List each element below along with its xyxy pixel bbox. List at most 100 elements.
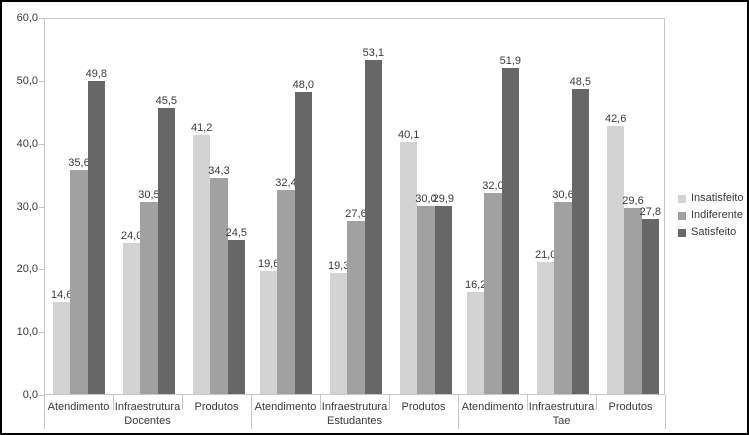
data-label: 21,0 [534,249,557,262]
bar-indiferente-docentes-produtos [210,178,228,394]
category-separator [113,395,114,410]
x-category-label: Produtos [608,401,653,413]
x-category-label: Produtos [401,401,446,413]
data-label: 29,6 [622,195,644,207]
bar-satisfeito-docentes-atendimento [87,81,105,394]
y-tick-mark [39,18,44,19]
legend-swatch-icon [678,211,686,220]
bar-indiferente-tae-atendimento [484,192,502,394]
x-category-label: Infraestrutura [114,401,181,413]
y-tick-label: 10,0 [16,326,38,339]
legend-swatch-icon [678,194,686,203]
y-tick-label: 0,0 [22,389,38,401]
bar-satisfeito-tae-produtos [641,219,659,394]
y-tick-label: 20,0 [16,263,38,276]
x-group-label: Docentes [124,415,171,427]
bar-satisfeito-estudantes-produtos [434,206,452,394]
legend-item: Indiferente [678,209,744,222]
bar-insatisfeito-docentes-produtos [193,135,211,394]
y-tick-label: 50,0 [16,74,38,87]
data-label: 24,0 [120,230,143,243]
data-label: 32,4 [275,177,297,190]
group-separator [458,395,459,429]
data-label: 24,5 [225,227,248,240]
y-tick-label: 60,0 [16,12,38,24]
data-label: 19,3 [327,259,350,272]
x-category-label: Atendimento [47,401,110,413]
bar-satisfeito-docentes-produtos [227,240,245,394]
x-category-label: Atendimento [254,401,317,413]
y-tick-label: 30,0 [16,200,38,213]
data-label: 48,0 [292,79,315,92]
x-category-label: Atendimento [461,401,524,413]
y-tick-mark [39,395,44,396]
group-separator [44,395,45,429]
data-label: 34,3 [208,165,230,178]
category-separator [182,395,183,410]
category-separator [320,395,321,410]
bar-insatisfeito-docentes-infraestrutura [123,243,141,394]
y-tick-mark [39,269,44,271]
x-category-label: Produtos [194,401,239,413]
category-separator [527,395,528,410]
data-label: 30,5 [138,189,160,202]
bar-satisfeito-tae-infraestrutura [571,89,589,394]
legend-swatch-icon [678,228,686,237]
bar-indiferente-tae-infraestrutura [554,201,572,394]
x-category-label: Infraestrutura [528,401,595,413]
legend-label: Insatisfeito [691,192,744,204]
legend-item: Satisfeito [678,226,744,239]
y-tick-mark [39,143,44,145]
data-label: 27,6 [345,207,367,220]
bar-insatisfeito-tae-atendimento [467,292,485,394]
data-label: 51,9 [499,54,522,67]
y-tick-label: 40,0 [16,137,38,150]
data-label: 45,5 [155,95,178,108]
x-axis: Atendimento Infraestrutura Produtos Docente… [44,395,666,433]
bar-indiferente-estudantes-infraestrutura [347,220,365,394]
bar-indiferente-estudantes-atendimento [277,190,295,394]
bar-indiferente-docentes-infraestrutura [140,202,158,394]
bar-insatisfeito-docentes-atendimento [53,302,71,394]
bar-indiferente-docentes-atendimento [70,170,88,394]
bar-insatisfeito-estudantes-infraestrutura [330,272,348,394]
x-category-label: Infraestrutura [321,401,388,413]
data-label: 53,1 [362,47,385,60]
data-label: 27,8 [639,206,662,219]
plot-area: 14,6 35,6 49,8 24,0 30,5 45,5 41,2 34,3 24,5 19,6… [44,18,665,395]
data-label: 42,6 [604,113,627,126]
data-label: 41,2 [190,122,213,135]
data-label: 32,0 [482,179,504,192]
bar-satisfeito-tae-atendimento [501,67,519,394]
x-group-label: Tae [552,415,571,427]
data-label: 14,6 [50,289,73,302]
data-label: 19,6 [257,257,280,270]
legend-label: Satisfeito [691,226,737,238]
data-label: 48,5 [569,76,592,89]
bar-insatisfeito-estudantes-produtos [400,142,418,394]
category-separator [389,395,390,410]
bar-insatisfeito-estudantes-atendimento [260,270,278,394]
data-label: 30,0 [415,192,437,205]
legend: Insatisfeito Indiferente Satisfeito [678,192,744,243]
data-label: 40,1 [397,129,420,142]
data-label: 16,2 [464,279,487,292]
group-separator [251,395,252,429]
bar-satisfeito-estudantes-atendimento [294,92,312,394]
group-separator [665,395,666,429]
legend-label: Indiferente [691,209,743,221]
bar-satisfeito-docentes-infraestrutura [157,108,175,394]
bar-insatisfeito-tae-infraestrutura [537,262,555,394]
bar-indiferente-estudantes-produtos [417,205,435,394]
bar-indiferente-tae-produtos [624,208,642,394]
bar-insatisfeito-tae-produtos [607,126,625,394]
y-tick-mark [39,80,44,82]
x-group-label: Estudantes [326,415,383,427]
bar-satisfeito-estudantes-infraestrutura [364,60,382,394]
data-label: 49,8 [85,68,108,81]
y-tick-mark [39,332,44,334]
data-label: 29,9 [432,193,455,206]
legend-item: Insatisfeito [678,192,744,205]
data-label: 35,6 [68,157,90,170]
